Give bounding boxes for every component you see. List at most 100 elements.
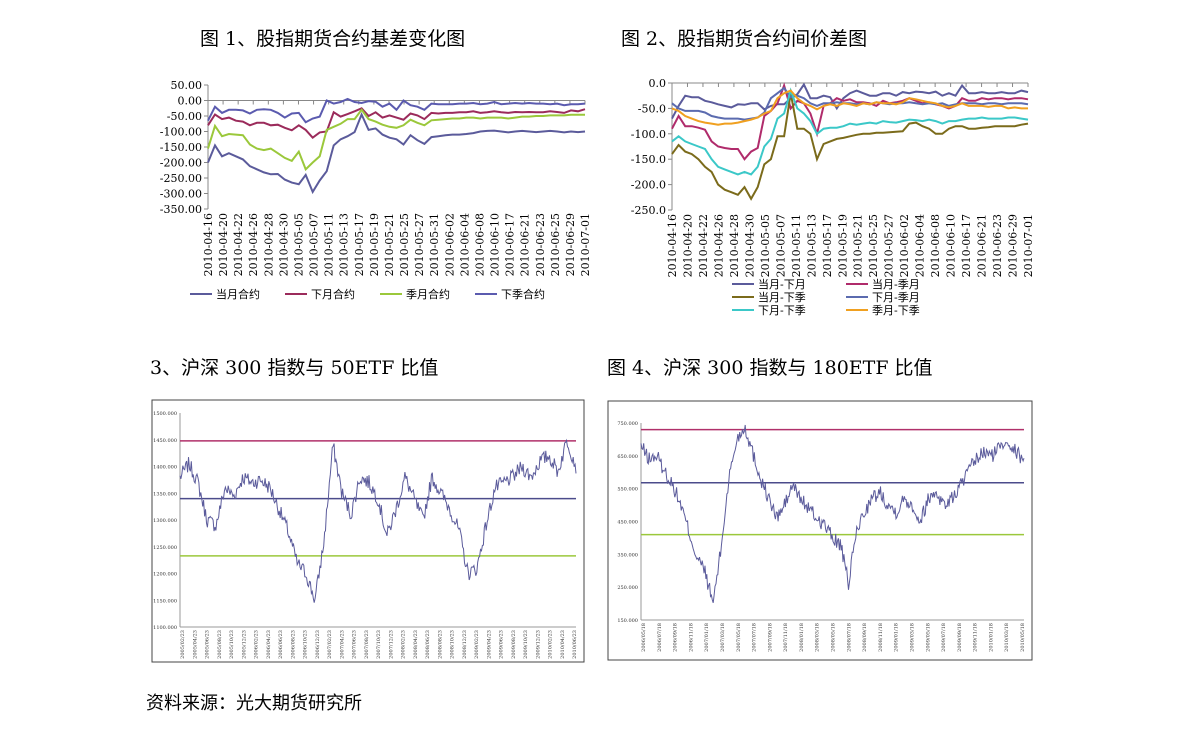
c3-ytick-label: 1350.000 xyxy=(153,491,177,497)
c4-xtick-label: 2009/09/18 xyxy=(957,623,963,652)
c1-xtick-label: 2010-05-31 xyxy=(428,213,441,276)
c3-xtick-label: 2007/06/23 xyxy=(352,630,358,659)
c2-xtick-label: 2010-06-08 xyxy=(929,214,942,277)
c1-legend-label: 当月合约 xyxy=(216,287,260,301)
c4-xtick-label: 2006/11/18 xyxy=(688,623,694,652)
c4-xtick-label: 2006/09/18 xyxy=(673,623,679,652)
c2-xtick-label: 2010-05-17 xyxy=(821,214,834,277)
c3-xtick-label: 2010/06/23 xyxy=(572,630,578,659)
c3-xtick-label: 2006/12/23 xyxy=(315,630,321,659)
c3-xtick-label: 2006/06/23 xyxy=(278,630,284,659)
c4-xtick-label: 2008/03/18 xyxy=(815,623,821,652)
c3-xtick-label: 2005/02/23 xyxy=(180,630,186,659)
c1-ytick-label: -100.00 xyxy=(160,126,202,139)
c1-xtick-label: 2010-06-08 xyxy=(473,213,486,276)
c3-frame xyxy=(151,399,585,663)
c1-ytick-label: -300.00 xyxy=(160,188,202,201)
c2-xtick-label: 2010-06-10 xyxy=(945,214,958,277)
c3-xtick-label: 2007/12/23 xyxy=(388,630,394,659)
c2-xtick-label: 2010-07-01 xyxy=(1022,214,1035,277)
c2-xtick-label: 2010-05-27 xyxy=(883,214,896,277)
c3-xtick-label: 2010/04/23 xyxy=(560,630,566,659)
c2-xtick-label: 2010-05-21 xyxy=(852,214,865,277)
c3-xtick-label: 2005/08/23 xyxy=(217,630,223,659)
c1-xtick-label: 2010-05-05 xyxy=(292,213,305,276)
c4-xtick-label: 2009/01/18 xyxy=(894,623,900,652)
c1-ytick-label: -200.00 xyxy=(160,157,202,170)
c2-xtick-label: 2010-06-02 xyxy=(898,214,911,277)
c1-xtick-label: 2010-04-26 xyxy=(247,213,260,276)
c1-ytick-label: -250.00 xyxy=(160,172,202,185)
c1-xtick-label: 2010-06-17 xyxy=(504,213,517,276)
c1-xtick-label: 2010-06-04 xyxy=(458,213,471,276)
c4-xtick-label: 2007/05/18 xyxy=(736,623,742,652)
c3-ytick-label: 1150.000 xyxy=(153,598,177,604)
c4-xtick-label: 2009/11/18 xyxy=(973,623,979,652)
c3-xtick-label: 2006/10/23 xyxy=(303,630,309,659)
c2-series-当月-下月 xyxy=(671,82,1029,120)
c2-ytick-label: -250.0 xyxy=(631,204,666,217)
c1-series-季月合约 xyxy=(207,108,585,172)
c2-xtick-label: 2010-06-17 xyxy=(960,214,973,277)
c1-xtick-label: 2010-04-22 xyxy=(232,213,245,276)
c1-xtick-label: 2010-04-30 xyxy=(277,213,290,276)
chart2-title: 图 2、股指期货合约间价差图 xyxy=(621,28,868,50)
c1-ytick-label: -350.00 xyxy=(160,203,202,216)
c2-xtick-label: 2010-04-28 xyxy=(728,214,741,277)
c1-series-当月合约 xyxy=(207,111,586,195)
c1-xtick-label: 2010-06-10 xyxy=(489,213,502,276)
c1-xtick-label: 2010-05-27 xyxy=(413,213,426,276)
c2-xtick-label: 2010-05-25 xyxy=(867,214,880,277)
c2-chart: 0.0-50.0-100.0-150.0-200.0-250.02010-04-… xyxy=(631,77,1035,317)
c3-xtick-label: 2008/08/23 xyxy=(437,630,443,659)
chart1-title: 图 1、股指期货合约基差变化图 xyxy=(200,28,466,50)
c2-legend-label: 下月-下季 xyxy=(758,304,806,317)
c4-xtick-label: 2010/05/18 xyxy=(1020,623,1026,652)
c3-xtick-label: 2008/02/23 xyxy=(401,630,407,659)
c3-xtick-label: 2005/04/23 xyxy=(192,630,198,659)
c2-ytick-label: -50.0 xyxy=(638,102,666,115)
c3-xtick-label: 2008/04/23 xyxy=(413,630,419,659)
c2-xtick-label: 2010-06-23 xyxy=(991,214,1004,277)
c3-xtick-label: 2008/12/23 xyxy=(462,630,468,659)
c2-xtick-label: 2010-04-30 xyxy=(743,214,756,277)
c4-xtick-label: 2008/09/18 xyxy=(862,623,868,652)
c4-xtick-label: 2007/11/18 xyxy=(783,623,789,652)
c3-xtick-label: 2009/08/23 xyxy=(511,630,517,659)
c4-xtick-label: 2009/05/18 xyxy=(925,623,931,652)
c1-xtick-label: 2010-04-16 xyxy=(202,213,215,276)
c4-ytick-label: 350.000 xyxy=(617,552,638,558)
c2-series-季月-下季 xyxy=(671,89,1028,126)
c3-xtick-label: 2009/10/23 xyxy=(523,630,529,659)
c3-xtick-label: 2006/04/23 xyxy=(266,630,272,659)
c2-xtick-label: 2010-06-04 xyxy=(914,214,927,277)
c2-series-当月-季月 xyxy=(671,82,1029,161)
c1-ytick-label: -150.00 xyxy=(160,141,202,154)
c4-xtick-label: 2007/01/18 xyxy=(704,623,710,652)
c1-ytick-label: 50.00 xyxy=(171,79,203,92)
c3-xtick-label: 2006/02/23 xyxy=(254,630,260,659)
c3-ytick-label: 1100.000 xyxy=(153,625,177,631)
c2-xtick-label: 2010-04-20 xyxy=(681,214,694,277)
c4-ytick-label: 550.000 xyxy=(617,487,638,493)
c4-ytick-label: 250.000 xyxy=(617,585,638,591)
c4-xtick-label: 2007/07/18 xyxy=(752,623,758,652)
chart4-title: 图 4、沪深 300 指数与 180ETF 比值 xyxy=(607,357,933,379)
c1-xtick-label: 2010-05-21 xyxy=(383,213,396,276)
c2-xtick-label: 2010-05-07 xyxy=(774,214,787,277)
c1-ytick-label: 0.00 xyxy=(178,95,203,108)
c3-xtick-label: 2005/12/23 xyxy=(241,630,247,659)
c2-legend-label: 当月-下季 xyxy=(758,290,806,304)
c1-series-下月合约 xyxy=(207,107,586,140)
c1-series-下季合约 xyxy=(207,97,586,124)
c2-legend-label: 下月-季月 xyxy=(872,291,920,304)
c2-ytick-label: -200.0 xyxy=(631,179,666,192)
c1-xtick-label: 2010-06-21 xyxy=(519,213,532,276)
c4-xtick-label: 2007/03/18 xyxy=(720,623,726,652)
c1-legend-label: 下月合约 xyxy=(311,287,355,301)
c4-xtick-label: 2009/03/18 xyxy=(909,623,915,652)
c1-xtick-label: 2010-05-13 xyxy=(338,213,351,276)
c3-xtick-label: 2007/08/23 xyxy=(364,630,370,659)
chart3-title: 3、沪深 300 指数与 50ETF 比值 xyxy=(150,357,439,379)
